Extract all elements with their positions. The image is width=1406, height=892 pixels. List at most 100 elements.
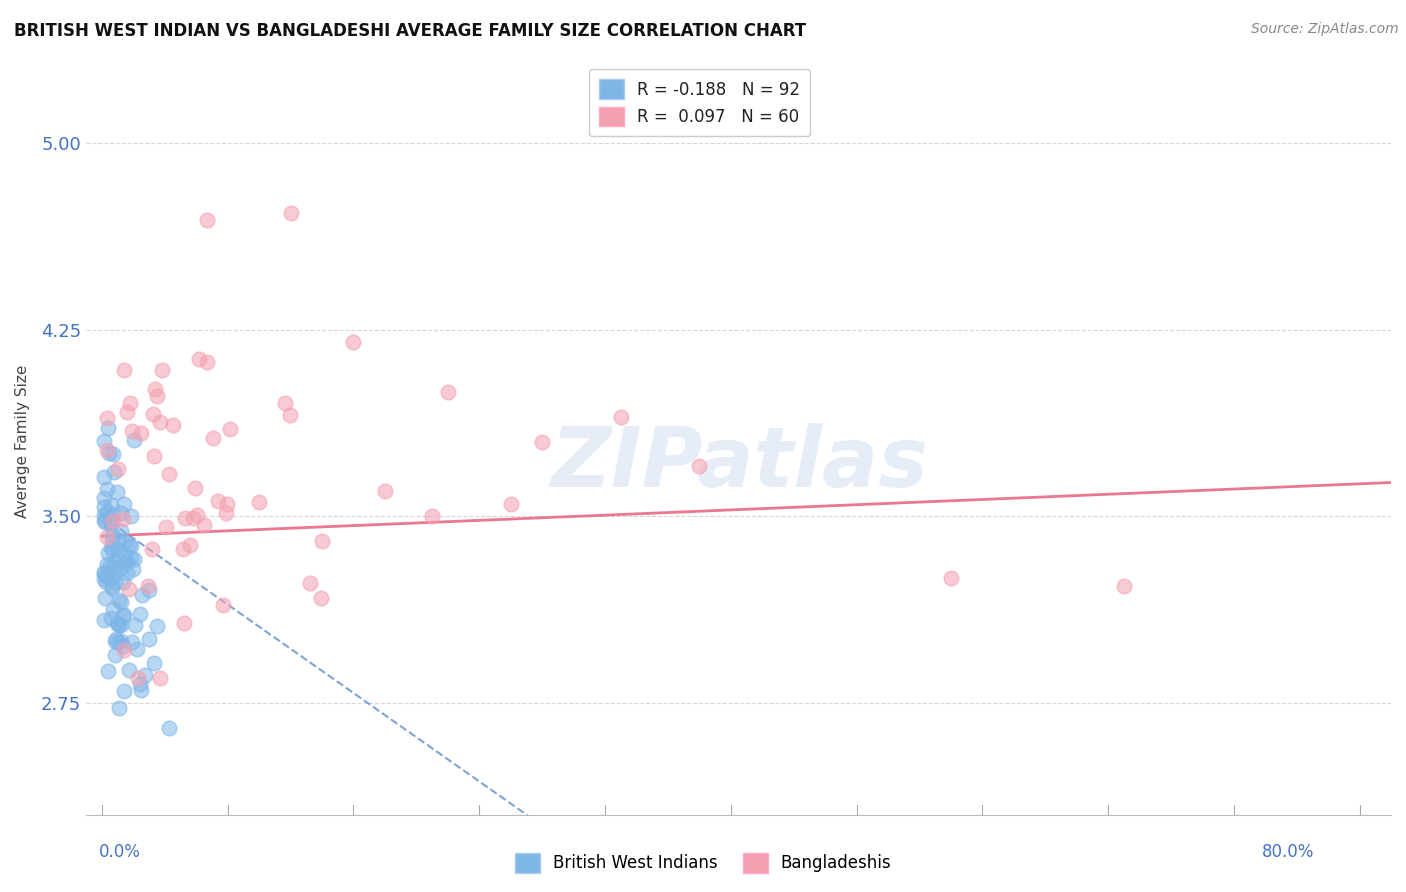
Point bbox=[101, 581, 124, 595]
Point bbox=[128, 677, 150, 691]
Text: 80.0%: 80.0% bbox=[1263, 843, 1315, 861]
Point bbox=[101, 542, 124, 557]
Legend: British West Indians, Bangladeshis: British West Indians, Bangladeshis bbox=[508, 847, 898, 880]
Point bbox=[162, 417, 184, 432]
Point bbox=[939, 571, 962, 585]
Point bbox=[120, 509, 142, 524]
Point bbox=[212, 598, 235, 612]
Point bbox=[101, 569, 124, 583]
Point bbox=[105, 485, 128, 500]
Point bbox=[105, 616, 128, 631]
Point bbox=[101, 527, 124, 541]
Point bbox=[172, 541, 194, 556]
Point bbox=[112, 497, 135, 511]
Point bbox=[104, 633, 127, 648]
Point bbox=[104, 574, 127, 589]
Point bbox=[110, 634, 132, 648]
Point bbox=[101, 514, 124, 528]
Point bbox=[217, 497, 239, 511]
Point bbox=[97, 446, 120, 460]
Point bbox=[118, 582, 141, 597]
Point bbox=[100, 499, 122, 513]
Point bbox=[110, 561, 132, 575]
Point bbox=[107, 592, 129, 607]
Point bbox=[110, 595, 132, 609]
Point bbox=[1112, 579, 1135, 593]
Point bbox=[127, 671, 149, 685]
Point bbox=[138, 583, 160, 598]
Point bbox=[117, 405, 139, 419]
Point bbox=[202, 431, 225, 445]
Text: ZIPatlas: ZIPatlas bbox=[550, 424, 928, 504]
Point bbox=[93, 469, 115, 483]
Point bbox=[101, 579, 124, 593]
Point bbox=[609, 409, 631, 424]
Point bbox=[146, 389, 169, 403]
Point bbox=[101, 533, 124, 548]
Point bbox=[93, 572, 115, 586]
Point bbox=[96, 505, 118, 519]
Point bbox=[94, 574, 117, 589]
Point bbox=[107, 550, 129, 565]
Point bbox=[193, 518, 215, 533]
Point bbox=[96, 443, 118, 458]
Point bbox=[115, 555, 138, 569]
Point bbox=[173, 615, 195, 630]
Point bbox=[96, 482, 118, 496]
Point bbox=[129, 682, 152, 697]
Point bbox=[112, 512, 135, 526]
Point bbox=[110, 617, 132, 632]
Point bbox=[112, 643, 135, 657]
Point bbox=[104, 632, 127, 646]
Point bbox=[142, 407, 165, 421]
Text: BRITISH WEST INDIAN VS BANGLADESHI AVERAGE FAMILY SIZE CORRELATION CHART: BRITISH WEST INDIAN VS BANGLADESHI AVERA… bbox=[14, 22, 806, 40]
Point bbox=[117, 566, 139, 581]
Point bbox=[138, 632, 160, 647]
Point bbox=[118, 538, 141, 552]
Point bbox=[120, 540, 142, 554]
Point bbox=[280, 206, 302, 220]
Point bbox=[195, 212, 218, 227]
Point bbox=[93, 491, 115, 505]
Point bbox=[100, 610, 122, 624]
Point bbox=[311, 534, 333, 549]
Point bbox=[93, 567, 115, 582]
Point bbox=[184, 481, 207, 495]
Point bbox=[107, 635, 129, 649]
Point bbox=[173, 511, 195, 525]
Point bbox=[97, 568, 120, 582]
Point bbox=[97, 421, 120, 435]
Point bbox=[93, 500, 115, 514]
Point bbox=[96, 557, 118, 571]
Point bbox=[149, 671, 172, 685]
Y-axis label: Average Family Size: Average Family Size bbox=[15, 365, 30, 518]
Legend: R = -0.188   N = 92, R =  0.097   N = 60: R = -0.188 N = 92, R = 0.097 N = 60 bbox=[589, 70, 810, 136]
Point bbox=[122, 551, 145, 566]
Point bbox=[136, 579, 159, 593]
Point bbox=[96, 530, 118, 544]
Point bbox=[274, 395, 297, 409]
Point bbox=[499, 497, 522, 511]
Point bbox=[107, 533, 129, 548]
Point bbox=[98, 558, 121, 572]
Point bbox=[101, 602, 124, 616]
Point bbox=[118, 664, 141, 678]
Point bbox=[112, 608, 135, 623]
Point bbox=[122, 562, 145, 576]
Point bbox=[278, 408, 301, 422]
Text: Source: ZipAtlas.com: Source: ZipAtlas.com bbox=[1251, 22, 1399, 37]
Point bbox=[150, 363, 173, 377]
Point bbox=[104, 648, 127, 663]
Point bbox=[143, 656, 166, 670]
Point bbox=[219, 422, 242, 436]
Point bbox=[101, 447, 124, 461]
Point bbox=[195, 355, 218, 369]
Point bbox=[155, 520, 177, 534]
Point bbox=[110, 506, 132, 520]
Point bbox=[124, 617, 146, 632]
Point bbox=[531, 434, 554, 449]
Point bbox=[121, 424, 143, 438]
Point bbox=[141, 541, 163, 556]
Point bbox=[103, 465, 125, 479]
Point bbox=[127, 642, 149, 657]
